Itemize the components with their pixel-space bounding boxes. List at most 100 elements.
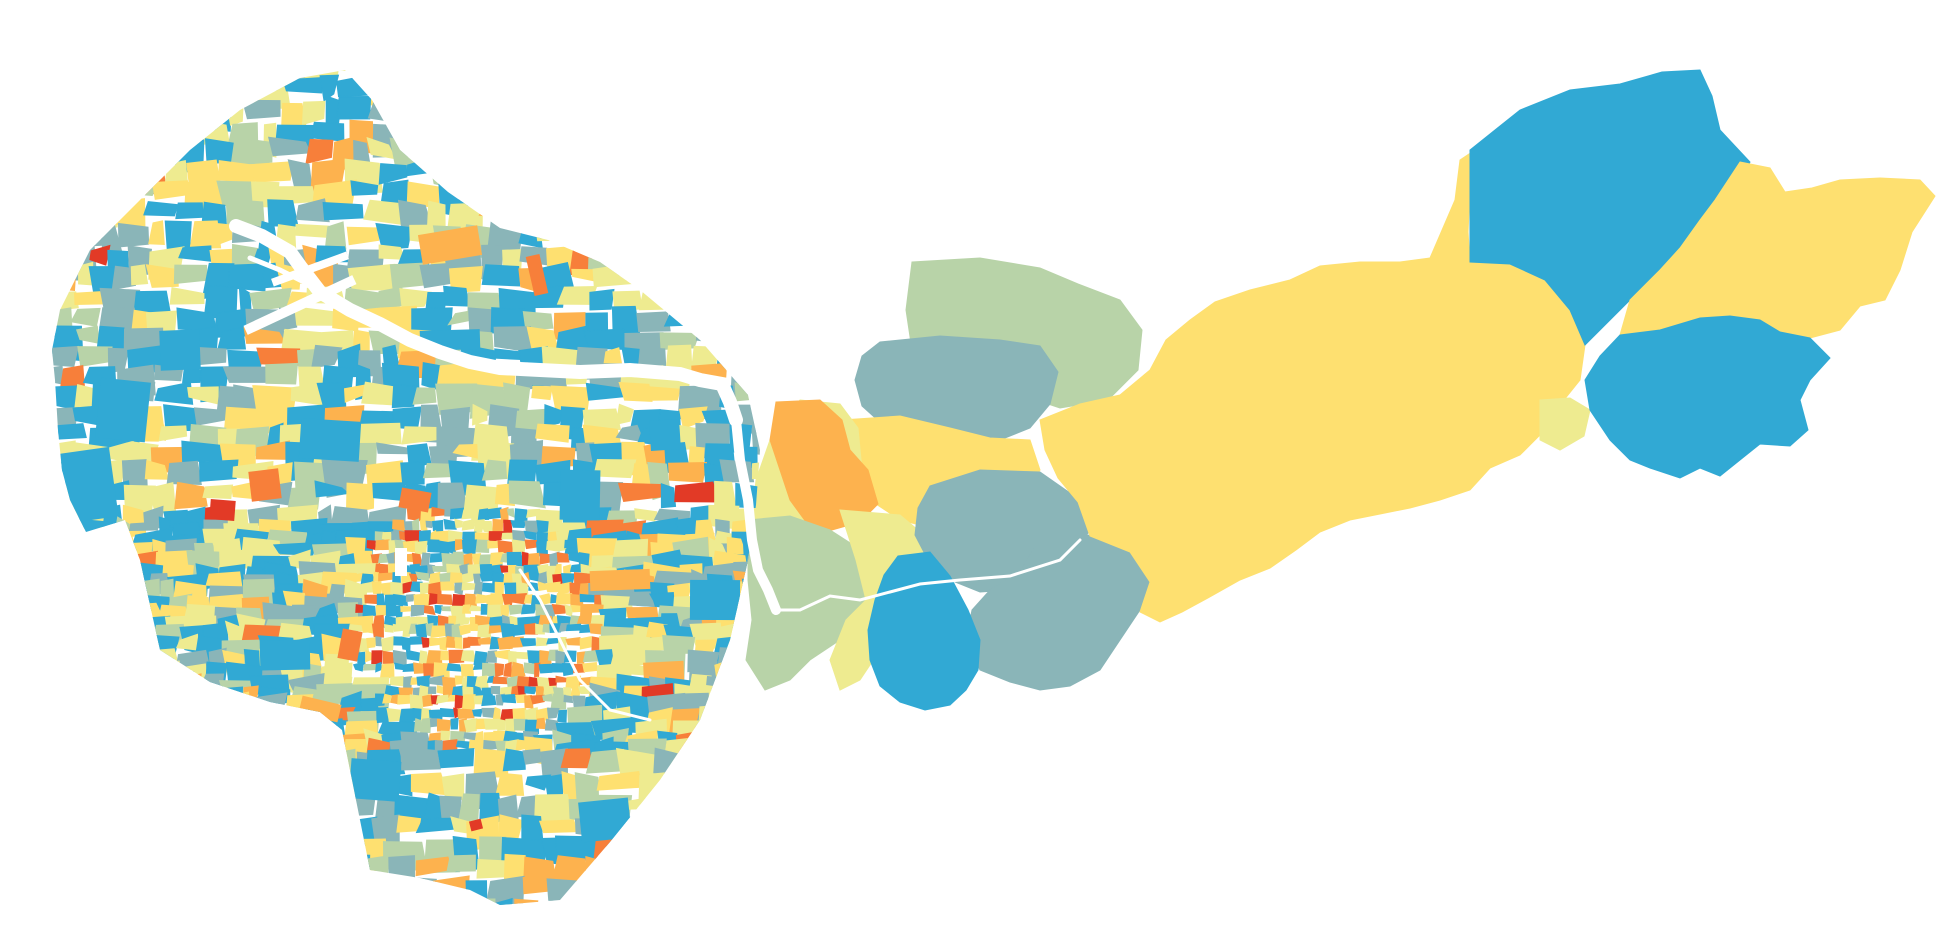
map-parcel (60, 646, 77, 677)
map-parcel (596, 771, 643, 791)
map-parcel (426, 650, 443, 665)
map-parcel (158, 425, 188, 442)
map-parcel (473, 581, 483, 596)
map-parcel (506, 508, 515, 518)
map-parcel (71, 590, 98, 623)
map-parcel (657, 221, 680, 241)
map-parcel (394, 70, 413, 96)
map-parcel (458, 179, 485, 207)
map-parcel (359, 902, 384, 905)
map-parcel (97, 78, 130, 94)
map-parcel (52, 291, 79, 314)
map-parcel (89, 244, 111, 266)
map-parcel (529, 694, 545, 705)
map-parcel (52, 565, 55, 588)
map-parcel (241, 99, 281, 120)
map-parcel (696, 201, 724, 222)
map-parcel (164, 816, 194, 840)
map-parcel (546, 637, 560, 645)
map-parcel (699, 771, 745, 807)
map-parcel (447, 310, 471, 326)
map-parcel (470, 122, 511, 140)
map-parcel (325, 221, 347, 250)
map-parcel (203, 730, 237, 755)
map-parcel (617, 118, 657, 151)
map-parcel (501, 532, 515, 540)
map-parcel (152, 873, 172, 905)
map-parcel (187, 821, 212, 847)
map-parcel (740, 710, 760, 744)
river (731, 415, 781, 615)
map-parcel (408, 573, 418, 582)
map-parcel (276, 903, 305, 905)
map-parcel (734, 382, 760, 402)
map-parcel (566, 95, 593, 127)
map-parcel (145, 118, 178, 136)
map-parcel (675, 835, 704, 863)
map-parcel (775, 202, 792, 226)
map-parcel (52, 836, 70, 872)
map-parcel (236, 748, 260, 782)
map-parcel (61, 815, 107, 834)
map-parcel (296, 858, 325, 893)
map-parcel (181, 731, 208, 755)
map-parcel (458, 624, 472, 636)
map-parcel (487, 540, 500, 549)
map-parcel (765, 836, 798, 862)
map-parcel (582, 408, 622, 431)
map-parcel (52, 95, 81, 130)
map-parcel (737, 76, 760, 92)
map-parcel (690, 246, 714, 265)
map-parcel (95, 591, 119, 612)
map-parcel (617, 482, 665, 502)
map-parcel (546, 707, 560, 719)
map-parcel (636, 835, 680, 868)
map-parcel (369, 75, 394, 107)
map-parcel (52, 141, 76, 166)
map-parcel (481, 662, 497, 677)
map-parcel (411, 552, 423, 566)
map-parcel (759, 199, 760, 228)
map-parcel (390, 581, 406, 596)
map-parcel (636, 311, 671, 332)
map-parcel (348, 758, 402, 802)
map-parcel (52, 636, 68, 651)
map-parcel (626, 266, 657, 282)
map-parcel (287, 485, 321, 510)
map-parcel (52, 245, 57, 278)
map-parcel (522, 311, 554, 331)
map-parcel (61, 613, 81, 640)
map-parcel (461, 518, 476, 531)
map-parcel (69, 198, 90, 217)
map-parcel (145, 693, 175, 730)
map-parcel (570, 604, 582, 613)
map-parcel (112, 624, 134, 658)
map-parcel (432, 519, 444, 533)
map-parcel (590, 119, 620, 157)
map-parcel (506, 551, 525, 567)
map-parcel (259, 742, 301, 775)
map-parcel (77, 181, 124, 199)
map-parcel (623, 70, 642, 82)
map-parcel (691, 792, 721, 824)
map-parcel (121, 120, 148, 146)
map-parcel (89, 553, 128, 580)
map-parcel (242, 685, 259, 716)
map-parcel (716, 286, 747, 324)
map-parcel (738, 265, 760, 284)
map-parcel (335, 96, 372, 120)
map-parcel (287, 159, 313, 189)
map-parcel (775, 328, 801, 348)
map-parcel (145, 264, 179, 288)
map-parcel (165, 834, 210, 858)
map-parcel (638, 771, 677, 811)
map-parcel (440, 118, 475, 148)
map-parcel (93, 161, 127, 183)
map-parcel (398, 530, 406, 541)
map-parcel (86, 570, 121, 597)
map-parcel (711, 752, 751, 784)
map-parcel (423, 605, 436, 616)
map-parcel (564, 539, 579, 549)
map-parcel (712, 161, 740, 187)
map-parcel (563, 694, 574, 704)
